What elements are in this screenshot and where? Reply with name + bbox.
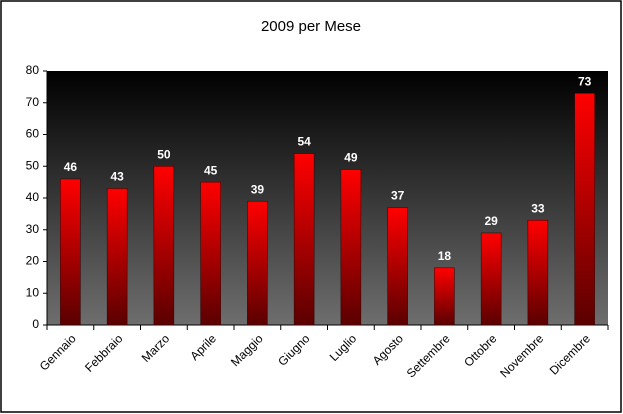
y-tick-label: 40 [26,190,40,204]
value-label: 33 [531,201,545,215]
y-tick-label: 30 [26,222,40,236]
bar [247,200,268,326]
y-tick-label: 70 [26,95,40,109]
bar [527,219,549,326]
value-label: 49 [344,151,358,165]
value-label: 73 [578,74,592,88]
bar [153,166,175,326]
y-tick-label: 50 [26,158,40,172]
value-label: 37 [391,189,405,203]
bar [200,181,221,326]
value-label: 29 [484,214,498,228]
bar [60,178,81,326]
chart-title: 2009 per Mese [261,18,361,35]
value-label: 50 [157,147,171,161]
plot-area [47,71,608,325]
value-label: 18 [438,249,452,263]
y-tick-label: 80 [26,63,40,77]
value-label: 45 [204,163,218,177]
bar [293,153,315,326]
value-label: 43 [110,170,124,184]
bar [434,267,455,326]
y-tick-label: 0 [32,317,39,331]
bar [340,169,362,326]
y-tick-label: 60 [26,127,40,141]
bar [106,188,128,326]
value-label: 39 [251,182,265,196]
value-label: 46 [64,160,78,174]
bar [574,92,595,326]
y-tick-label: 10 [26,285,40,299]
value-label: 54 [297,135,311,149]
bar [387,207,408,326]
bar [480,232,502,326]
y-tick-label: 20 [26,254,40,268]
